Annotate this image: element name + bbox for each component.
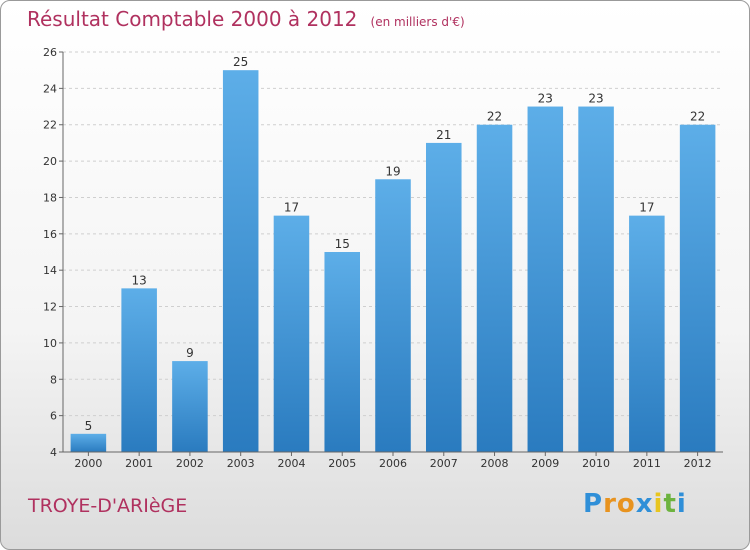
y-tick-label: 6 <box>50 410 57 423</box>
bar-2003 <box>222 70 259 452</box>
data-label: 23 <box>538 92 553 106</box>
data-label: 23 <box>588 92 603 106</box>
data-label: 13 <box>132 273 147 287</box>
y-tick-label: 10 <box>43 337 57 350</box>
x-tick-label: 2007 <box>430 457 458 470</box>
x-tick-label: 2012 <box>684 457 712 470</box>
data-label: 22 <box>690 110 705 124</box>
chart-title: Résultat Comptable 2000 à 2012 <box>27 7 358 31</box>
data-label: 22 <box>487 110 502 124</box>
data-label: 5 <box>85 419 93 433</box>
x-tick-label: 2010 <box>582 457 610 470</box>
x-tick-label: 2005 <box>328 457 356 470</box>
place-name: TROYE-D'ARIèGE <box>28 495 188 517</box>
axes: 4 6 8 10 12 14 16 18 20 22 24 26 2000 2001 2002 2003 200… <box>43 46 723 470</box>
data-label: 17 <box>284 201 299 215</box>
x-tick-label: 2006 <box>379 457 407 470</box>
data-label: 17 <box>639 201 654 215</box>
data-label: 15 <box>335 237 350 251</box>
data-label: 9 <box>186 346 194 360</box>
x-tick-label: 2001 <box>125 457 153 470</box>
bar-2009 <box>527 106 564 452</box>
y-tick-label: 14 <box>43 264 57 277</box>
bar-2002 <box>172 361 208 452</box>
logo-letter: r <box>603 489 617 519</box>
y-tick-label: 12 <box>43 301 57 314</box>
bar-2004 <box>273 215 310 452</box>
y-tick-label: 16 <box>43 228 57 241</box>
x-tick-label: 2011 <box>633 457 661 470</box>
proxiti-logo: Proxiti <box>583 489 687 519</box>
x-tick-label: 2004 <box>277 457 305 470</box>
x-tick-label: 2008 <box>481 457 509 470</box>
bar-2012 <box>679 124 716 453</box>
logo-letter: x <box>635 489 654 519</box>
data-label: 25 <box>233 55 248 69</box>
logo-letter: P <box>583 489 604 519</box>
bar-2001 <box>121 288 157 452</box>
logo-letter: i <box>653 489 664 519</box>
bar-2010 <box>578 106 614 452</box>
x-tick-label: 2002 <box>176 457 204 470</box>
data-label: 21 <box>436 128 451 142</box>
bar-2005 <box>324 252 360 452</box>
data-label: 19 <box>385 164 400 178</box>
x-tick-label: 2000 <box>74 457 102 470</box>
y-tick-label: 24 <box>43 82 57 95</box>
y-tick-label: 26 <box>43 46 57 59</box>
y-tick-label: 18 <box>43 191 57 204</box>
y-tick-label: 4 <box>50 446 57 459</box>
chart-subtitle: (en milliers d'€) <box>370 15 465 29</box>
bar-2006 <box>375 179 411 453</box>
bar-2011 <box>629 215 665 452</box>
logo-letter: t <box>663 489 677 519</box>
bars: 5 13 9 25 17 15 19 21 22 23 23 17 22 <box>70 55 716 453</box>
chart-title-block: Résultat Comptable 2000 à 2012 (en milli… <box>27 7 465 31</box>
bar-2008 <box>476 124 513 453</box>
x-tick-label: 2009 <box>531 457 559 470</box>
y-tick-label: 22 <box>43 119 57 132</box>
logo-letter: i <box>676 489 687 519</box>
bar-2000 <box>70 433 107 452</box>
x-tick-label: 2003 <box>227 457 255 470</box>
bar-2007 <box>426 142 462 452</box>
y-tick-label: 8 <box>50 373 57 386</box>
logo-letter: o <box>616 489 636 519</box>
y-tick-label: 20 <box>43 155 57 168</box>
